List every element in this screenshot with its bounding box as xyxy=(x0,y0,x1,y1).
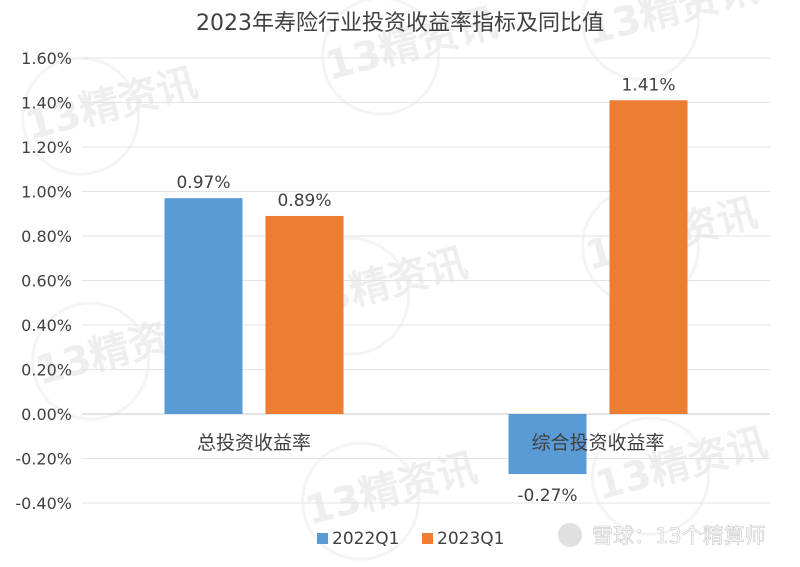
y-tick-label: 1.00% xyxy=(21,183,72,202)
legend-swatch xyxy=(422,533,433,544)
footer-watermark-text: 雪球：13个精算师 xyxy=(592,524,766,548)
bar-2022Q1 xyxy=(508,414,587,475)
watermark-ring xyxy=(321,0,441,116)
y-tick-label: 1.20% xyxy=(21,138,72,157)
bars xyxy=(164,100,688,475)
snowball-logo-icon xyxy=(558,523,582,547)
y-tick-label: -0.40% xyxy=(15,494,72,513)
watermark-ring xyxy=(581,0,701,81)
bar-2023Q1 xyxy=(609,100,688,415)
legend: 2022Q1 2023Q1 xyxy=(317,529,504,549)
watermark-text: 13精资讯 xyxy=(581,0,763,55)
y-axis-tick-labels: -0.40% -0.20% 0.00% 0.20% 0.40% 0.60% 0.80% 1.0… xyxy=(15,49,72,513)
x-category-label: 综合投资收益率 xyxy=(531,432,664,454)
footer-watermark: 雪球：13个精算师 xyxy=(558,523,766,548)
chart-title: 2023年寿险行业投资收益率指标及同比值 xyxy=(196,11,604,36)
watermark-ring xyxy=(301,441,421,561)
y-tick-label: 0.40% xyxy=(21,316,72,335)
y-tick-label: 0.20% xyxy=(21,361,72,380)
y-tick-label: 0.60% xyxy=(21,272,72,291)
y-tick-label: -0.20% xyxy=(15,450,72,469)
watermark-ring xyxy=(31,301,151,421)
watermark-ring xyxy=(21,56,141,176)
data-labels: 0.97% 0.89% -0.27% 1.41% xyxy=(176,75,675,506)
x-category-label: 总投资收益率 xyxy=(197,432,311,454)
y-tick-label: 1.60% xyxy=(21,49,72,68)
y-tick-label: 1.40% xyxy=(21,94,72,113)
watermark-ring xyxy=(591,416,711,536)
data-label: 0.97% xyxy=(176,173,230,193)
legend-label: 2022Q1 xyxy=(332,529,399,549)
data-label: -0.27% xyxy=(517,486,577,506)
y-tick-label: 0.80% xyxy=(21,227,72,246)
data-label: 0.89% xyxy=(277,191,331,211)
bar-2023Q1 xyxy=(265,215,344,414)
data-label: 1.41% xyxy=(621,75,675,95)
legend-label: 2023Q1 xyxy=(437,529,504,549)
x-axis-category-labels: 总投资收益率 综合投资收益率 xyxy=(197,432,665,454)
legend-swatch xyxy=(317,533,328,544)
y-tick-label: 0.00% xyxy=(21,405,72,424)
bar-2022Q1 xyxy=(164,198,243,414)
